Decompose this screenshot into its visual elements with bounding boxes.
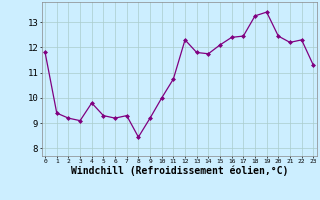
X-axis label: Windchill (Refroidissement éolien,°C): Windchill (Refroidissement éolien,°C) [70,166,288,176]
